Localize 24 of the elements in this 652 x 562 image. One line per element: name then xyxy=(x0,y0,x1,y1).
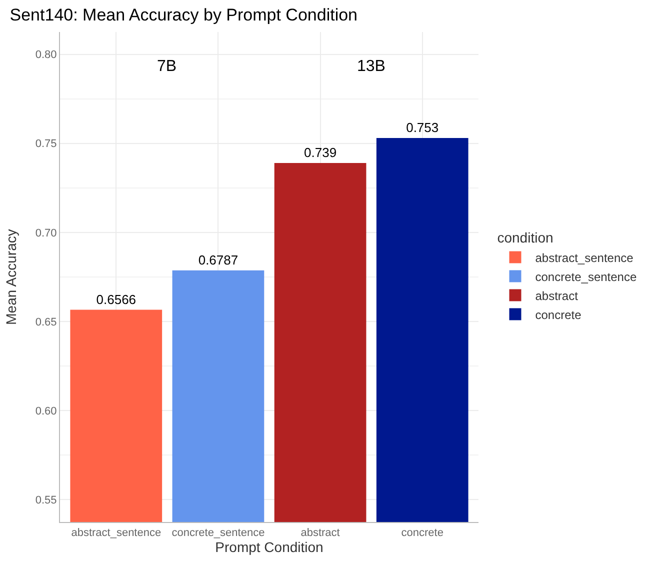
legend-label: concrete_sentence xyxy=(535,270,637,284)
annotation: 13B xyxy=(357,58,386,75)
y-tick-label: 0.55 xyxy=(35,494,57,507)
y-tick-label: 0.80 xyxy=(35,49,57,62)
x-tick-label: concrete_sentence xyxy=(172,527,265,540)
x-tick-label: abstract xyxy=(300,527,340,540)
data-label: 0.6787 xyxy=(198,252,238,268)
legend-label: abstract_sentence xyxy=(535,250,634,265)
annotation: 7B xyxy=(157,58,177,75)
x-tick-label: concrete xyxy=(401,527,444,540)
data-label: 0.6566 xyxy=(96,292,136,307)
x-axis-title: Prompt Condition xyxy=(215,539,324,556)
legend-label: concrete xyxy=(535,308,582,322)
legend-title: condition xyxy=(497,230,554,246)
y-tick-label: 0.60 xyxy=(35,405,57,418)
y-tick-label: 0.70 xyxy=(35,227,57,240)
y-axis-title: Mean Accuracy xyxy=(2,229,19,325)
legend-label: abstract xyxy=(535,288,579,303)
data-label: 0.753 xyxy=(406,120,439,136)
chart-title: Sent140: Mean Accuracy by Prompt Condition xyxy=(10,5,358,24)
x-tick-label: abstract_sentence xyxy=(71,527,162,540)
data-label: 0.739 xyxy=(304,144,337,160)
y-tick-label: 0.75 xyxy=(35,138,57,150)
y-tick-label: 0.65 xyxy=(35,316,57,328)
